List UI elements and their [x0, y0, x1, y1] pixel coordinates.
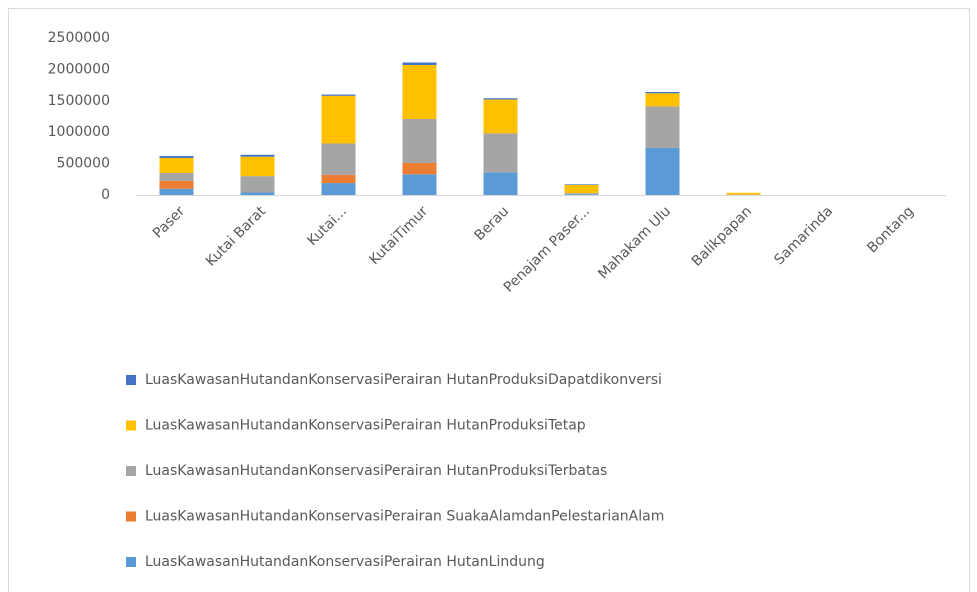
legend-label: LuasKawasanHutandanKonservasiPerairan Hu… [145, 372, 662, 388]
bar-segment [564, 184, 599, 185]
bar-segment [240, 156, 275, 177]
y-tick-label: 1500000 [48, 93, 110, 109]
bar-segment [321, 183, 356, 195]
legend-label: LuasKawasanHutandanKonservasiPerairan Hu… [145, 554, 545, 570]
bar-segment [402, 62, 437, 66]
legend-swatch [126, 375, 136, 385]
bar-segment [402, 119, 437, 163]
bar-segment [240, 154, 275, 157]
bar-segment [321, 95, 356, 144]
bar-segment [645, 106, 680, 148]
bar-segment [645, 92, 680, 94]
bar-segment [159, 188, 194, 195]
y-tick-label: 2500000 [48, 30, 110, 46]
y-tick-label: 1000000 [48, 124, 110, 140]
bar-segment [645, 147, 680, 195]
bar-segment [159, 157, 194, 174]
bar-segment [321, 174, 356, 184]
bar-segment [159, 173, 194, 181]
legend-swatch [126, 557, 136, 567]
legend-swatch [126, 466, 136, 476]
y-tick-label: 0 [101, 187, 110, 203]
bar-segment [483, 98, 518, 100]
legend-label: LuasKawasanHutandanKonservasiPerairan Su… [145, 509, 664, 525]
bar-segment [726, 192, 761, 195]
bar-segment [321, 94, 356, 96]
bar-segment [645, 93, 680, 107]
y-tick-label: 2000000 [48, 61, 110, 77]
legend-label: LuasKawasanHutandanKonservasiPerairan Hu… [145, 418, 586, 434]
legend-swatch [126, 511, 136, 522]
bar-segment [240, 176, 275, 193]
legend-swatch [126, 420, 136, 431]
legend-label: LuasKawasanHutandanKonservasiPerairan Hu… [145, 463, 607, 479]
bar-segment [321, 143, 356, 175]
bar-segment [159, 180, 194, 189]
y-tick-label: 500000 [57, 156, 110, 172]
bar-segment [564, 193, 599, 195]
bar-segment [483, 99, 518, 134]
bar-segment [564, 184, 599, 194]
bar-segment [483, 133, 518, 173]
bar-segment [564, 194, 599, 195]
bar-segment [240, 192, 275, 195]
bar-segment [483, 172, 518, 195]
bar-segment [402, 162, 437, 175]
bar-segment [159, 156, 194, 158]
bar-segment [402, 174, 437, 195]
chart-border [8, 8, 970, 592]
bar-segment [402, 65, 437, 120]
